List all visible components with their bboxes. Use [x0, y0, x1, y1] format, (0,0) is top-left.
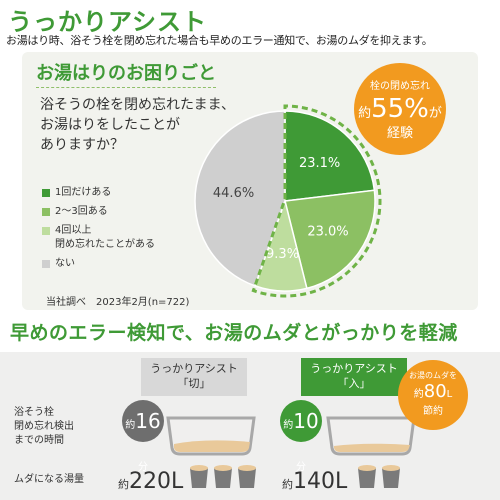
savings-prefix: 約 [413, 389, 424, 400]
pie-data-label: 23.1% [299, 156, 340, 171]
mode-off-label: うっかりアシスト 「切」 [141, 358, 247, 396]
question-line: ありますか？ [40, 137, 124, 153]
waste-off-amount: 約220L [118, 469, 183, 494]
row-label-line: 閉め忘れ検出 [14, 421, 74, 432]
bathtub-icon [166, 416, 256, 456]
waste-on-amount: 約140L [282, 469, 347, 494]
pie-chart: 23.1% 23.0% 9.3% 44.6% [194, 104, 382, 298]
question-line: 浴そうの栓を閉め忘れたまま、 [40, 97, 236, 113]
badge-value: 55% [371, 94, 429, 124]
page-title: うっかりアシスト [8, 8, 208, 36]
time-value: 16 [135, 409, 161, 433]
time-on-bubble: 約10 分 [280, 400, 322, 473]
time-prefix: 約 [125, 420, 136, 431]
savings-line1: お湯のムダを [409, 371, 457, 380]
savings-value-line: 約80L [398, 381, 468, 402]
legend-swatch [42, 227, 50, 235]
badge-prefix: 約 [358, 106, 372, 121]
badge-line1: 栓の閉め忘れ [370, 81, 430, 92]
pie-data-label: 9.3% [266, 247, 299, 262]
row-label-line: までの時間 [14, 435, 64, 446]
survey-source: 当社調べ 2023年2月(n=722) [46, 297, 190, 308]
pie-data-label: 44.6% [213, 186, 254, 201]
legend-item: 1回だけある [42, 186, 155, 200]
legend-label: 閉め忘れたことがある [55, 239, 155, 250]
legend-swatch [42, 208, 50, 216]
legend-label: ない [55, 258, 75, 269]
amount-unit: L [171, 469, 184, 494]
row-label-detection-time: 浴そう栓 閉め忘れ検出 までの時間 [14, 406, 74, 448]
amount-prefix: 約 [118, 478, 129, 491]
pie-slice-once [284, 110, 376, 202]
savings-unit: L [446, 389, 453, 400]
bathtub-icon [326, 416, 416, 456]
page-subtitle: お湯はり時、浴そう栓を閉め忘れた場合も早めのエラー通知で、お湯のムダを抑えます。 [6, 34, 433, 47]
legend-label: 2〜3回ある [55, 206, 108, 217]
mode-off-line2: 「切」 [177, 377, 211, 390]
legend-swatch [42, 260, 50, 268]
amount-value: 220 [129, 469, 171, 494]
mode-off-line1: うっかりアシスト [150, 362, 238, 375]
badge-line3: 経験 [386, 126, 413, 141]
question-line: お湯はりをしたことが [40, 117, 180, 133]
time-value: 10 [293, 409, 319, 433]
survey-question: 浴そうの栓を閉め忘れたまま、 お湯はりをしたことが ありますか？ [40, 95, 260, 155]
time-unit: 分 [296, 462, 306, 473]
amount-prefix: 約 [282, 478, 293, 491]
badge-suffix: が [428, 106, 442, 121]
legend-label: 1回だけある [55, 187, 112, 198]
benefit-banner: 早めのエラー検知で、お湯のムダとがっかりを軽減 [10, 322, 458, 344]
experience-badge: 栓の閉め忘れ 約55%が 経験 [354, 63, 446, 155]
mode-on-line1: うっかりアシスト [310, 362, 398, 375]
bucket-icon [190, 465, 256, 488]
legend-item: ない [42, 257, 155, 271]
time-prefix: 約 [283, 420, 294, 431]
legend-item: 4回以上 閉め忘れたことがある [42, 224, 155, 252]
legend-item: 2〜3回ある [42, 205, 155, 219]
savings-value: 80 [423, 381, 447, 402]
savings-line3: 節約 [423, 406, 443, 417]
time-off-bubble: 約16 分 [122, 400, 164, 473]
badge-value-line: 約55%が [354, 94, 446, 124]
pie-data-label: 23.0% [307, 225, 348, 240]
time-unit: 分 [138, 462, 148, 473]
survey-heading: お湯はりのお困りごと [36, 59, 216, 88]
pie-slice-two-three [284, 189, 376, 290]
legend-label: 4回以上 [55, 225, 92, 236]
mode-on-label: うっかりアシスト 「入」 [301, 358, 407, 396]
amount-unit: L [335, 469, 348, 494]
legend-swatch [42, 189, 50, 197]
savings-badge: お湯のムダを 約80L 節約 [398, 360, 468, 430]
amount-value: 140 [293, 469, 335, 494]
mode-on-line2: 「入」 [337, 377, 371, 390]
chart-legend: 1回だけある 2〜3回ある 4回以上 閉め忘れたことがある ない [42, 186, 155, 276]
pie-slice-never [194, 110, 286, 287]
bucket-icon [358, 465, 400, 488]
row-label-line: 浴そう栓 [14, 407, 54, 418]
row-label-waste-amount: ムダになる湯量 [14, 474, 84, 485]
